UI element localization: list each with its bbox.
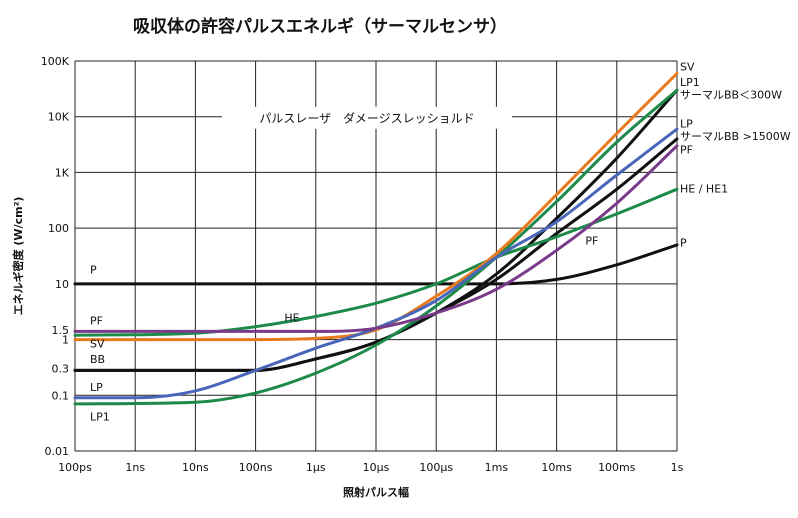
y-tick-label: 100K xyxy=(41,55,70,68)
curve-label-right: PF xyxy=(680,143,693,156)
series-lines xyxy=(73,71,679,406)
x-tick-label: 100ns xyxy=(239,461,273,474)
x-tick-label: 10μs xyxy=(363,461,390,474)
x-tick-label: 100ps xyxy=(58,461,92,474)
chart-title: 吸収体の許容パルスエネルギ（サーマルセンサ） xyxy=(133,16,507,37)
curve-label-right: サーマルBB＜300W xyxy=(680,89,782,102)
curve-label-left: BB xyxy=(90,353,105,366)
y-axis-label: エネルギ密度 (W/cm²) xyxy=(11,197,25,316)
curve-label-left: LP xyxy=(90,381,103,394)
curve-label-left: SV xyxy=(90,338,105,351)
curve-label-inner: HE xyxy=(284,311,299,324)
curve-label-right: SV xyxy=(680,60,695,73)
y-tick-label: 10K xyxy=(48,111,70,124)
curve-label-left: LP1 xyxy=(90,410,110,423)
y-tick-label: 0.1 xyxy=(52,389,70,402)
x-axis-label: 照射パルス幅 xyxy=(343,485,409,499)
y-tick-label: 1K xyxy=(55,166,70,179)
curve-label-inner: PF xyxy=(585,235,598,248)
curve-label-right: LP1 xyxy=(680,76,700,89)
curve-label-right: サーマルBB >1500W xyxy=(680,130,791,143)
series-line-sv xyxy=(73,71,679,342)
y-tick-label: 0.3 xyxy=(52,363,70,376)
series-line-pf xyxy=(73,144,679,333)
x-tick-label: 1ms xyxy=(485,461,509,474)
x-tick-label: 1ns xyxy=(125,461,145,474)
banner-text: パルスレーザ ダメージスレッショルド xyxy=(259,111,474,126)
y-tick-label: 10 xyxy=(55,278,69,291)
y-tick-label: 0.01 xyxy=(45,445,70,458)
curve-label-right: HE / HE1 xyxy=(680,182,728,195)
y-tick-label: 1 xyxy=(62,334,69,347)
y-tick-label: 1.5 xyxy=(52,324,70,337)
banner-background xyxy=(222,106,512,129)
x-tick-label: 10ns xyxy=(182,461,209,474)
curve-label-right: P xyxy=(680,237,687,250)
x-tick-label: 100μs xyxy=(419,461,453,474)
curve-label-left: P xyxy=(90,264,97,277)
series-line-lp1 xyxy=(73,88,679,406)
x-tick-label: 100ms xyxy=(598,461,636,474)
curve-label-right: LP xyxy=(680,118,693,131)
x-tick-label: 1μs xyxy=(306,461,326,474)
x-tick-label: 10ms xyxy=(541,461,572,474)
curve-label-left: PF xyxy=(90,314,103,327)
x-tick-label: 1s xyxy=(671,461,684,474)
y-tick-label: 100 xyxy=(48,222,69,235)
